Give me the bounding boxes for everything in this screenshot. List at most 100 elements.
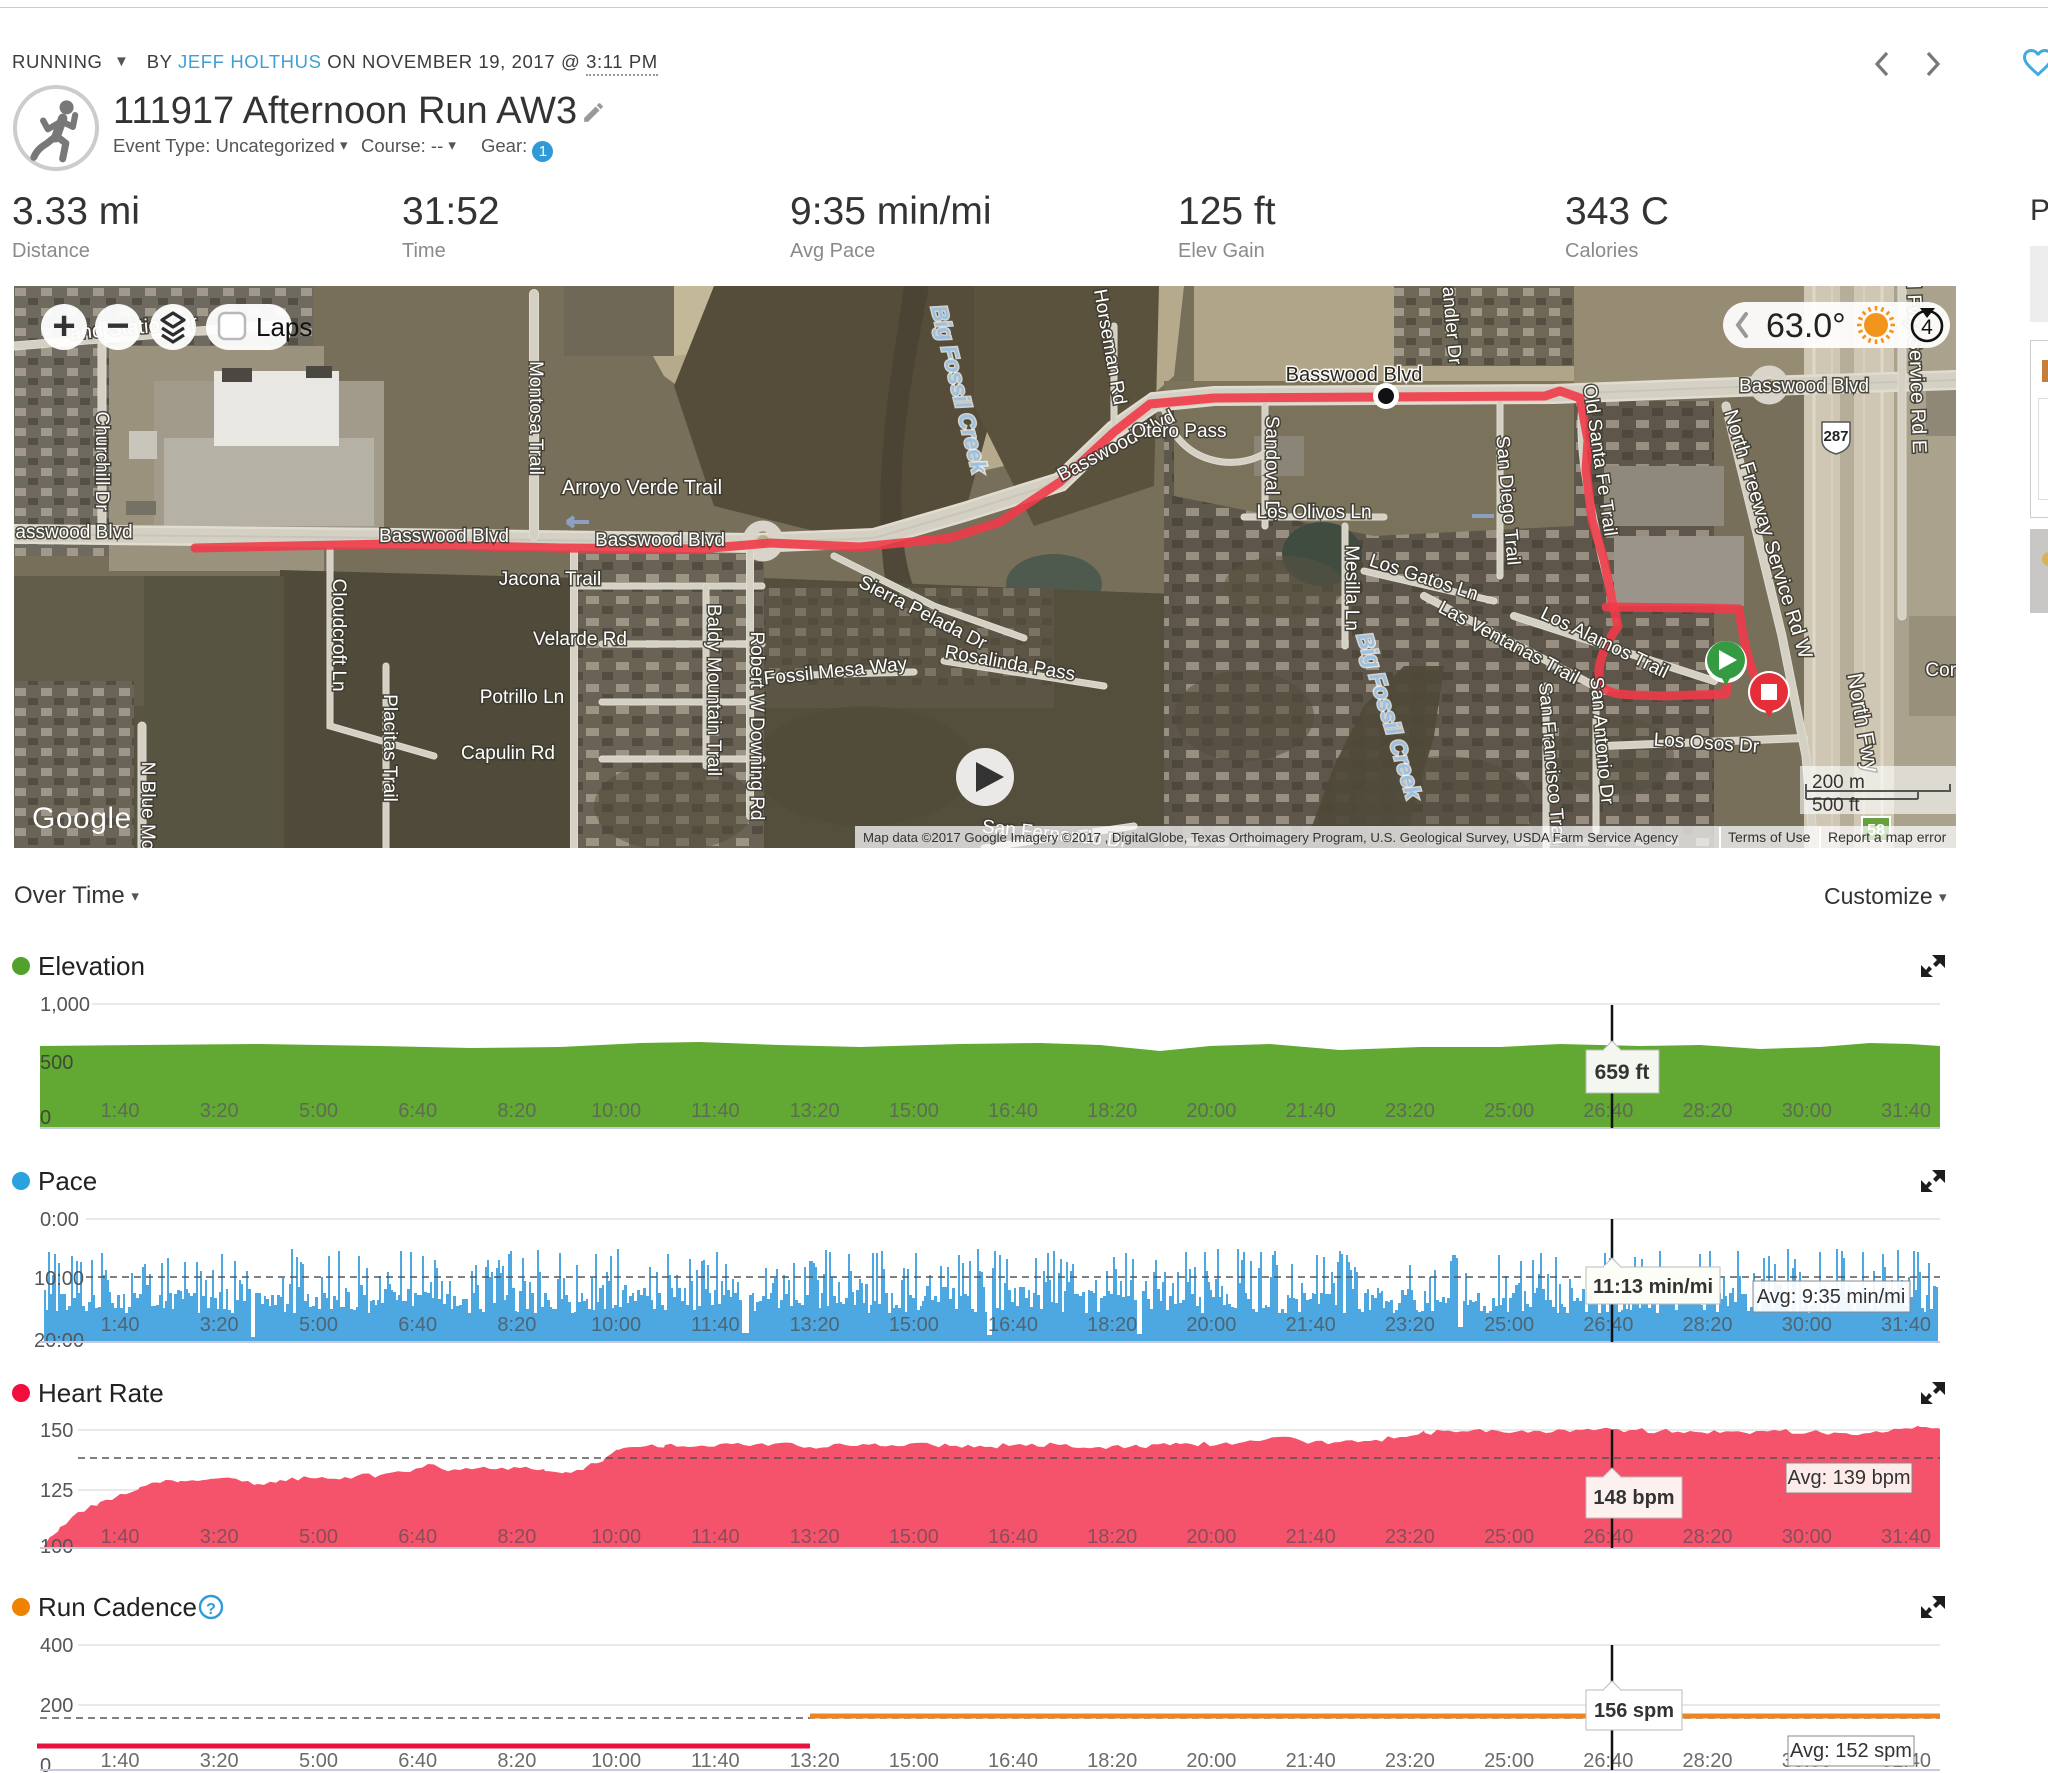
svg-text:26:40: 26:40	[1583, 1314, 1633, 1336]
svg-text:Corn: Corn	[1925, 660, 1956, 681]
svg-text:18:20: 18:20	[1087, 1526, 1137, 1548]
svg-text:Arroyo Verde Trail: Arroyo Verde Trail	[562, 477, 722, 499]
svg-text:125: 125	[40, 1480, 73, 1502]
svg-text:8:20: 8:20	[497, 1750, 536, 1772]
svg-text:11:13 min/mi: 11:13 min/mi	[1593, 1276, 1713, 1298]
svg-text:10:00: 10:00	[591, 1314, 641, 1336]
svg-text:15:00: 15:00	[889, 1750, 939, 1772]
svg-text:3:20: 3:20	[200, 1100, 239, 1122]
svg-text:500: 500	[40, 1052, 73, 1074]
svg-text:11:40: 11:40	[691, 1314, 740, 1336]
svg-text:31:40: 31:40	[1881, 1526, 1931, 1548]
svg-text:23:20: 23:20	[1385, 1100, 1435, 1122]
svg-text:1:40: 1:40	[101, 1100, 140, 1122]
svg-text:18:20: 18:20	[1087, 1314, 1137, 1336]
svg-text:0:00: 0:00	[40, 1209, 79, 1231]
svg-text:20:00: 20:00	[1186, 1750, 1236, 1772]
svg-text:15:00: 15:00	[889, 1314, 939, 1336]
svg-text:0: 0	[40, 1107, 51, 1129]
svg-text:156 spm: 156 spm	[1594, 1700, 1674, 1722]
svg-text:16:40: 16:40	[988, 1526, 1038, 1548]
svg-text:26:40: 26:40	[1583, 1750, 1633, 1772]
svg-text:1,000: 1,000	[40, 994, 90, 1016]
svg-text:Map data ©2017 Google Imagery: Map data ©2017 Google Imagery ©2017 , Di…	[863, 830, 1678, 845]
svg-text:Los Olivos Ln: Los Olivos Ln	[1256, 502, 1371, 523]
svg-text:Sandoval Dr: Sandoval Dr	[1261, 416, 1282, 521]
svg-text:Heart Rate: Heart Rate	[38, 1378, 164, 1408]
svg-text:13:20: 13:20	[790, 1100, 840, 1122]
svg-text:23:20: 23:20	[1385, 1750, 1435, 1772]
svg-text:10:00: 10:00	[34, 1268, 84, 1290]
svg-text:200 m: 200 m	[1812, 772, 1865, 793]
svg-text:28:20: 28:20	[1682, 1750, 1732, 1772]
svg-text:Baldy Mountain Trail: Baldy Mountain Trail	[703, 604, 724, 776]
svg-text:15:00: 15:00	[889, 1100, 939, 1122]
svg-text:Avg: 9:35 min/mi: Avg: 9:35 min/mi	[1757, 1286, 1906, 1308]
svg-text:+: +	[52, 304, 75, 348]
svg-text:11:40: 11:40	[691, 1750, 740, 1772]
svg-text:26:40: 26:40	[1583, 1526, 1633, 1548]
svg-text:8:20: 8:20	[497, 1314, 536, 1336]
svg-text:30:00: 30:00	[1782, 1526, 1832, 1548]
svg-text:25:00: 25:00	[1484, 1750, 1534, 1772]
svg-text:25:00: 25:00	[1484, 1526, 1534, 1548]
svg-text:Otero Pass: Otero Pass	[1131, 421, 1226, 442]
svg-text:4: 4	[1921, 316, 1933, 339]
svg-text:28:20: 28:20	[1682, 1526, 1732, 1548]
svg-text:Jacona Trail: Jacona Trail	[499, 569, 601, 590]
svg-text:Potrillo Ln: Potrillo Ln	[480, 687, 565, 708]
svg-text:5:00: 5:00	[299, 1526, 338, 1548]
svg-text:5:00: 5:00	[299, 1750, 338, 1772]
svg-text:Terms of Use: Terms of Use	[1728, 829, 1811, 845]
svg-text:23:20: 23:20	[1385, 1314, 1435, 1336]
svg-text:287: 287	[1823, 428, 1848, 445]
svg-text:Robert W Downing Rd: Robert W Downing Rd	[746, 631, 767, 820]
svg-text:150: 150	[40, 1420, 73, 1442]
svg-text:148 bpm: 148 bpm	[1593, 1487, 1674, 1509]
svg-text:Capulin Rd: Capulin Rd	[461, 743, 555, 764]
svg-text:13:20: 13:20	[790, 1750, 840, 1772]
svg-text:asswood Blvd: asswood Blvd	[15, 522, 132, 543]
svg-text:Velarde Rd: Velarde Rd	[533, 629, 627, 650]
svg-text:1:40: 1:40	[101, 1526, 140, 1548]
svg-text:31:40: 31:40	[1881, 1100, 1931, 1122]
svg-text:10:00: 10:00	[591, 1526, 641, 1548]
svg-text:Laps: Laps	[256, 312, 312, 342]
svg-text:5:00: 5:00	[299, 1314, 338, 1336]
svg-text:Montosa Trail: Montosa Trail	[525, 361, 546, 475]
svg-text:15:00: 15:00	[889, 1526, 939, 1548]
svg-text:10:00: 10:00	[591, 1100, 641, 1122]
svg-text:21:40: 21:40	[1286, 1750, 1336, 1772]
svg-text:1:40: 1:40	[101, 1750, 140, 1772]
svg-text:20:00: 20:00	[1186, 1314, 1236, 1336]
svg-text:63.0°: 63.0°	[1766, 307, 1846, 345]
svg-text:Churchill Dr: Churchill Dr	[91, 411, 112, 511]
svg-text:Basswood Blvd: Basswood Blvd	[1739, 376, 1869, 397]
svg-text:30:00: 30:00	[1782, 1314, 1832, 1336]
svg-text:28:20: 28:20	[1682, 1314, 1732, 1336]
svg-text:23:20: 23:20	[1385, 1526, 1435, 1548]
svg-text:16:40: 16:40	[988, 1750, 1038, 1772]
svg-text:Report a map error: Report a map error	[1828, 829, 1947, 845]
svg-text:Elevation: Elevation	[38, 951, 145, 981]
svg-text:500 ft: 500 ft	[1812, 795, 1860, 816]
svg-text:16:40: 16:40	[988, 1314, 1038, 1336]
svg-text:25:00: 25:00	[1484, 1314, 1534, 1336]
svg-text:andler Dr: andler Dr	[1438, 286, 1466, 366]
svg-text:659 ft: 659 ft	[1595, 1061, 1650, 1084]
svg-text:8:20: 8:20	[497, 1100, 536, 1122]
svg-text:8:20: 8:20	[497, 1526, 536, 1548]
svg-text:Basswood Blvd: Basswood Blvd	[379, 526, 509, 547]
svg-text:−: −	[106, 304, 129, 348]
svg-text:13:20: 13:20	[790, 1526, 840, 1548]
svg-text:31:40: 31:40	[1881, 1314, 1931, 1336]
svg-text:18:20: 18:20	[1087, 1750, 1137, 1772]
svg-text:6:40: 6:40	[398, 1526, 437, 1548]
svg-text:10:00: 10:00	[591, 1750, 641, 1772]
svg-text:400: 400	[40, 1635, 73, 1657]
svg-text:N Blue Mo: N Blue Mo	[137, 762, 158, 848]
svg-text:30:00: 30:00	[1782, 1100, 1832, 1122]
svg-text:26:40: 26:40	[1583, 1100, 1633, 1122]
svg-text:5:00: 5:00	[299, 1100, 338, 1122]
svg-text:Placitas Trail: Placitas Trail	[379, 694, 400, 802]
